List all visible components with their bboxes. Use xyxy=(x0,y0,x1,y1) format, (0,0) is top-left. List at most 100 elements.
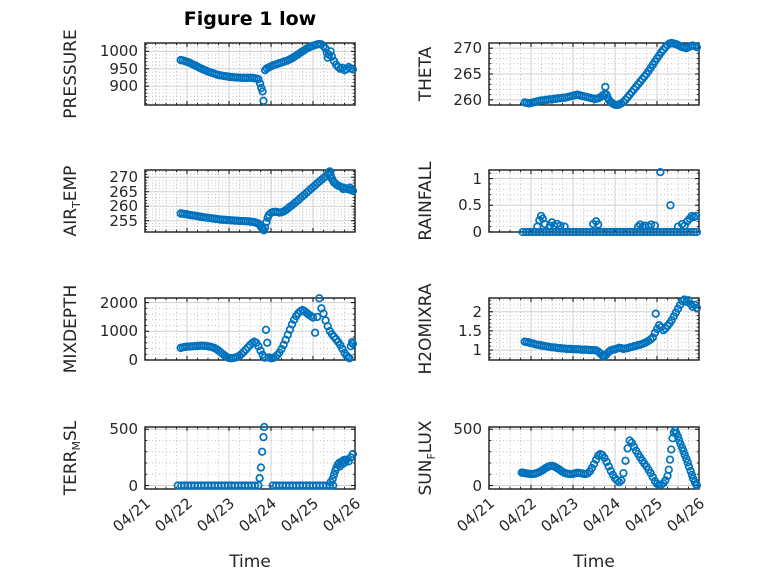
data-point-marker xyxy=(594,94,603,103)
data-point-marker xyxy=(552,94,561,103)
data-point-marker xyxy=(533,468,542,478)
x-tick-label: 04/21 xyxy=(109,494,154,536)
data-point-marker xyxy=(262,218,271,227)
data-point-marker xyxy=(671,39,681,49)
data-point-marker xyxy=(591,455,601,464)
data-point-marker xyxy=(187,481,196,490)
data-point-marker xyxy=(686,227,695,237)
data-point-marker xyxy=(279,340,288,349)
data-point-marker xyxy=(182,210,192,219)
data-point-marker xyxy=(336,64,345,73)
data-point-marker xyxy=(348,65,358,74)
data-point-marker xyxy=(331,180,341,189)
data-point-marker xyxy=(656,227,665,237)
data-point-marker xyxy=(522,337,531,347)
data-point-marker xyxy=(566,92,576,101)
y-axis-label: MIXDEPTH xyxy=(61,285,81,374)
data-point-marker xyxy=(650,57,660,66)
data-point-marker xyxy=(547,461,557,470)
data-point-marker xyxy=(602,457,611,467)
y-axis-label: AIRTEMP xyxy=(61,166,83,237)
data-point-marker xyxy=(260,223,270,232)
data-point-marker xyxy=(263,338,272,347)
data-point-marker xyxy=(673,222,683,231)
data-point-marker xyxy=(340,458,350,467)
data-point-marker xyxy=(554,343,563,353)
plot-area-h2omixra xyxy=(483,292,705,366)
data-point-marker xyxy=(296,193,305,203)
data-point-marker xyxy=(178,209,187,218)
plot-area-air-temp xyxy=(139,164,361,238)
y-axis-label-text: SUN xyxy=(416,459,436,496)
data-point-marker xyxy=(208,343,217,352)
data-point-marker xyxy=(237,73,246,82)
data-point-marker xyxy=(661,324,670,333)
data-point-marker xyxy=(319,173,328,183)
data-point-marker xyxy=(690,477,699,487)
data-point-marker xyxy=(518,227,527,237)
data-point-marker xyxy=(536,211,546,221)
data-point-marker xyxy=(560,468,569,478)
y-tick-label: 1000 xyxy=(99,322,138,341)
y-tick-label: 0.5 xyxy=(458,196,482,215)
data-point-marker xyxy=(322,48,332,58)
data-point-marker xyxy=(203,342,213,351)
data-point-marker xyxy=(591,346,601,355)
data-point-marker xyxy=(644,336,653,346)
y-tick-label: 1 xyxy=(472,341,482,360)
data-point-marker xyxy=(244,481,253,490)
data-point-marker xyxy=(208,214,217,223)
data-point-marker xyxy=(652,479,662,488)
y-axis-label: RAINFALL xyxy=(416,161,436,240)
data-point-marker xyxy=(283,56,292,65)
data-point-marker xyxy=(606,466,615,476)
data-point-marker xyxy=(231,73,240,82)
y-axis-label-subscript: F xyxy=(425,453,439,460)
data-point-marker xyxy=(247,73,257,82)
data-point-marker xyxy=(621,456,630,465)
data-point-marker xyxy=(254,75,263,84)
data-point-marker xyxy=(197,64,206,73)
data-point-marker xyxy=(605,227,615,237)
data-point-marker xyxy=(691,211,701,221)
data-point-marker xyxy=(648,472,657,482)
data-point-marker xyxy=(579,469,588,478)
data-point-marker xyxy=(673,432,683,441)
y-tick-label: 1.5 xyxy=(458,321,482,340)
data-point-marker xyxy=(554,94,563,103)
data-point-marker xyxy=(323,53,332,62)
data-point-marker xyxy=(218,349,227,359)
data-point-marker xyxy=(537,341,546,350)
y-axis-label-text: RAINFALL xyxy=(416,161,436,241)
data-point-marker xyxy=(657,48,666,57)
data-point-marker xyxy=(648,60,657,69)
data-point-marker xyxy=(176,343,185,353)
data-point-marker xyxy=(243,73,253,82)
data-point-marker xyxy=(686,41,695,51)
x-tick-label: 04/22 xyxy=(495,494,540,536)
data-point-marker xyxy=(193,62,202,71)
data-point-marker xyxy=(604,462,613,471)
data-point-marker xyxy=(600,351,610,360)
data-point-marker xyxy=(268,353,278,363)
data-point-marker xyxy=(226,72,236,82)
data-point-marker xyxy=(347,338,357,347)
data-point-marker xyxy=(348,186,358,196)
data-point-marker xyxy=(566,469,576,479)
data-point-marker xyxy=(622,227,631,237)
data-point-marker xyxy=(642,227,652,237)
data-point-marker xyxy=(600,90,609,99)
data-point-marker xyxy=(556,94,565,103)
data-point-marker xyxy=(327,330,337,339)
data-point-marker xyxy=(615,343,624,352)
data-point-marker xyxy=(652,54,662,63)
data-point-marker xyxy=(345,183,355,192)
data-point-marker xyxy=(315,177,324,186)
data-point-marker xyxy=(573,468,582,477)
data-point-marker xyxy=(548,227,557,237)
data-point-marker xyxy=(545,221,555,230)
data-point-marker xyxy=(257,222,266,232)
